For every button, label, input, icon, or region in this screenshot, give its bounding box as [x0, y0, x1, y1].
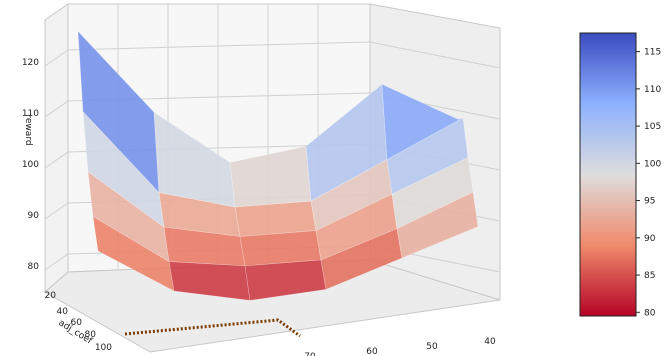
back-pane-left [44, 3, 69, 294]
colorbar-tick-label: 100 [644, 159, 661, 169]
x-tick-label: 60 [366, 347, 378, 356]
y-tick-label: 80 [85, 330, 97, 340]
y-tick-label: 100 [95, 343, 112, 353]
reference-dotted-line [124, 318, 301, 338]
colorbar-tick-label: 105 [644, 122, 661, 132]
z-tick-label: 120 [22, 58, 39, 68]
grid-line [44, 49, 69, 67]
colorbar-tick-label: 80 [644, 308, 656, 318]
y-tick-label: 40 [57, 307, 69, 317]
x-tick-label: 40 [484, 337, 496, 347]
surface-facet [396, 191, 479, 259]
colorbar-tick-label: 110 [644, 85, 661, 95]
y-tick-label: 20 [45, 291, 57, 301]
colorbar-tick-label: 85 [644, 271, 655, 281]
grid-line [369, 41, 501, 69]
z-axis-label: reward [23, 114, 33, 145]
grid-line [44, 202, 69, 220]
colorbar [579, 32, 637, 317]
surface-facet [239, 230, 322, 267]
colorbar-tick-label: 90 [644, 234, 656, 244]
z-tick-label: 110 [22, 109, 39, 119]
x-axis-ticks: 40 50 60 70 [304, 337, 496, 356]
surface-mesh [77, 30, 479, 301]
z-tick-label: 90 [28, 211, 40, 221]
colorbar-tick-label: 95 [644, 197, 655, 207]
grid-line [44, 253, 69, 271]
x-tick-label: 50 [426, 342, 438, 352]
grid-line [44, 151, 69, 169]
y-tick-label: 60 [71, 318, 83, 328]
x-tick-label: 70 [304, 352, 316, 356]
z-tick-label: 100 [22, 160, 39, 170]
surface-facet [234, 200, 317, 237]
z-axis-ticks: 80 90 100 110 120 [22, 58, 39, 272]
colorbar-tick-label: 115 [644, 48, 661, 58]
floor-pane [44, 259, 501, 353]
z-tick-label: 80 [28, 262, 40, 272]
grid-line [44, 100, 69, 118]
colorbar-ticks: 80 85 90 95 100 105 110 115 [636, 48, 661, 318]
